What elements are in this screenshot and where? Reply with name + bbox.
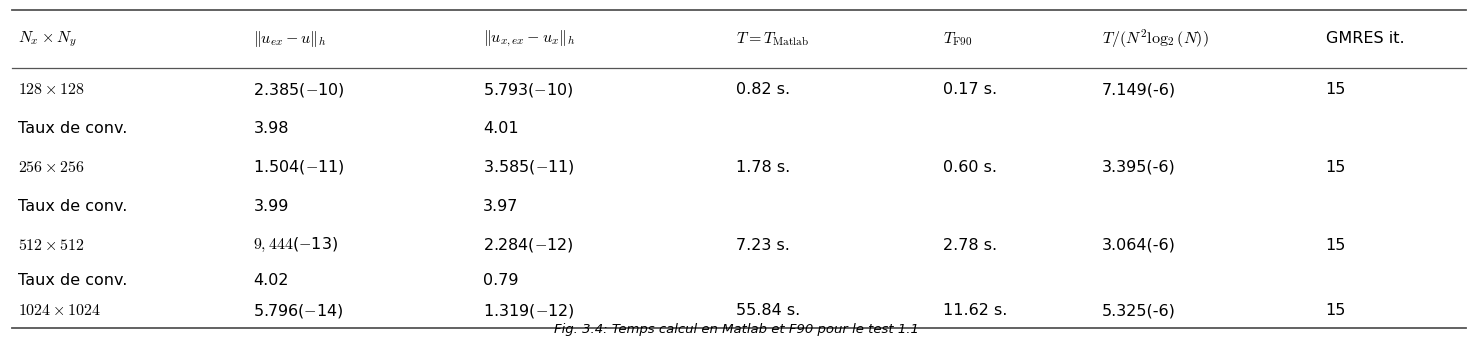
Text: 0.17 s.: 0.17 s.: [943, 82, 997, 97]
Text: $N_x \times N_y$: $N_x \times N_y$: [18, 29, 77, 49]
Text: Taux de conv.: Taux de conv.: [18, 121, 127, 136]
Text: 1.319($-$12): 1.319($-$12): [483, 302, 574, 320]
Text: 2.284($-$12): 2.284($-$12): [483, 236, 574, 254]
Text: $T = T_{\mathrm{Matlab}}$: $T = T_{\mathrm{Matlab}}$: [736, 30, 810, 48]
Text: 15: 15: [1326, 160, 1346, 175]
Text: 2.385($-$10): 2.385($-$10): [253, 80, 345, 99]
Text: 7.23 s.: 7.23 s.: [736, 238, 791, 252]
Text: 1.504($-$11): 1.504($-$11): [253, 158, 345, 176]
Text: 15: 15: [1326, 304, 1346, 318]
Text: Fig. 3.4: Temps calcul en Matlab et F90 pour le test 1.1: Fig. 3.4: Temps calcul en Matlab et F90 …: [554, 323, 919, 336]
Text: $\|u_{ex} - u\|_h$: $\|u_{ex} - u\|_h$: [253, 29, 327, 49]
Text: 0.79: 0.79: [483, 273, 518, 288]
Text: 3.98: 3.98: [253, 121, 289, 136]
Text: Taux de conv.: Taux de conv.: [18, 273, 127, 288]
Text: 3.97: 3.97: [483, 199, 518, 214]
Text: $512 \times 512$: $512 \times 512$: [18, 238, 85, 252]
Text: $1024 \times 1024$: $1024 \times 1024$: [18, 304, 102, 318]
Text: 3.064(-6): 3.064(-6): [1102, 238, 1175, 252]
Text: 4.02: 4.02: [253, 273, 289, 288]
Text: 11.62 s.: 11.62 s.: [943, 304, 1008, 318]
Text: $128 \times 128$: $128 \times 128$: [18, 82, 85, 97]
Text: 5.325(-6): 5.325(-6): [1102, 304, 1175, 318]
Text: 5.796($-$14): 5.796($-$14): [253, 302, 343, 320]
Text: 3.585($-$11): 3.585($-$11): [483, 158, 574, 176]
Text: Taux de conv.: Taux de conv.: [18, 199, 127, 214]
Text: 15: 15: [1326, 82, 1346, 97]
Text: $9,444$($-$13): $9,444$($-$13): [253, 236, 339, 254]
Text: 3.99: 3.99: [253, 199, 289, 214]
Text: 1.78 s.: 1.78 s.: [736, 160, 791, 175]
Text: $256 \times 256$: $256 \times 256$: [18, 160, 85, 175]
Text: 5.793($-$10): 5.793($-$10): [483, 80, 573, 99]
Text: 7.149(-6): 7.149(-6): [1102, 82, 1175, 97]
Text: 2.78 s.: 2.78 s.: [943, 238, 997, 252]
Text: $T_{\mathrm{F90}}$: $T_{\mathrm{F90}}$: [943, 30, 972, 48]
Text: GMRES it.: GMRES it.: [1326, 31, 1404, 46]
Text: 0.82 s.: 0.82 s.: [736, 82, 791, 97]
Text: 4.01: 4.01: [483, 121, 518, 136]
Text: 0.60 s.: 0.60 s.: [943, 160, 997, 175]
Text: $T/(N^2\log_2(N))$: $T/(N^2\log_2(N))$: [1102, 28, 1208, 50]
Text: 3.395(-6): 3.395(-6): [1102, 160, 1175, 175]
Text: 55.84 s.: 55.84 s.: [736, 304, 801, 318]
Text: $\|u_{x,ex} - u_x\|_h$: $\|u_{x,ex} - u_x\|_h$: [483, 29, 576, 49]
Text: 15: 15: [1326, 238, 1346, 252]
